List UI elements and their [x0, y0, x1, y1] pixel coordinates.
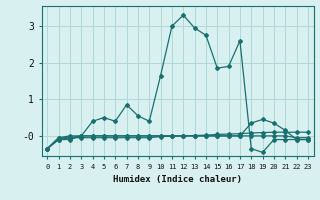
X-axis label: Humidex (Indice chaleur): Humidex (Indice chaleur) [113, 175, 242, 184]
